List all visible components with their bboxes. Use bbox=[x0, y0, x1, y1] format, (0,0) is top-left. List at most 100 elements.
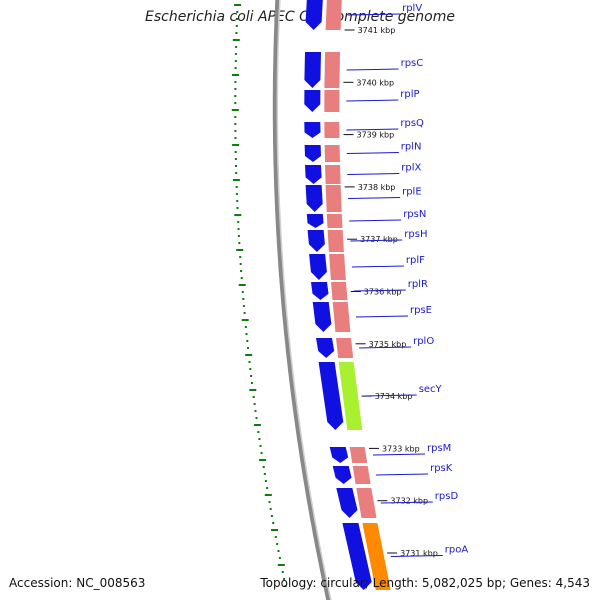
gene-feature-rplE bbox=[325, 185, 342, 212]
gene-feature-rplO bbox=[336, 338, 354, 358]
gene-label-rpsN: rpsN bbox=[403, 209, 426, 220]
gc-skew-segment bbox=[259, 445, 262, 447]
gc-skew-segment bbox=[260, 452, 263, 454]
gene-feature-track bbox=[324, 0, 391, 590]
gc-skew-segment bbox=[234, 123, 237, 125]
gc-skew-segment bbox=[239, 256, 242, 258]
gc-skew-segment bbox=[245, 333, 248, 335]
gene-label-rpoA: rpoA bbox=[445, 545, 469, 556]
gc-skew-segment bbox=[231, 109, 239, 111]
gene-feature-rpsN bbox=[326, 214, 343, 228]
cds-arrow-rplV bbox=[305, 0, 323, 30]
genome-backbone-highlight bbox=[276, 0, 332, 600]
cds-arrow-rpsD bbox=[336, 488, 358, 518]
gc-skew-segment bbox=[236, 18, 238, 20]
gc-skew-segment bbox=[234, 53, 237, 55]
gene-feature-rplN bbox=[324, 145, 340, 162]
label-leader bbox=[346, 128, 399, 131]
label-leader bbox=[347, 173, 400, 175]
gc-skew-segment bbox=[258, 438, 261, 440]
cds-arrow-rpsC bbox=[304, 52, 321, 88]
gc-skew-segment bbox=[232, 144, 240, 146]
accession-label: Accession: NC_008563 bbox=[9, 576, 146, 590]
gc-skew-segment bbox=[236, 200, 239, 202]
map-title: Escherichia coli APEC O1, complete genom… bbox=[145, 9, 455, 25]
gene-label-rplX: rplX bbox=[401, 163, 421, 174]
gc-skew-segment bbox=[237, 228, 240, 230]
gc-skew-segment bbox=[235, 46, 238, 48]
tick-label: 3735 kbp bbox=[369, 340, 407, 349]
gc-skew-segment bbox=[237, 235, 240, 237]
gc-skew-segment bbox=[240, 270, 243, 272]
gc-skew-segment bbox=[235, 186, 238, 188]
tick-label: 3734 kbp bbox=[375, 392, 413, 401]
gene-feature-rplV bbox=[325, 0, 342, 30]
gene-feature-rpsM bbox=[349, 447, 368, 463]
gc-skew-segment bbox=[284, 585, 287, 587]
label-leader bbox=[380, 501, 433, 504]
gc-skew-segment bbox=[253, 403, 256, 405]
gene-label-rpsE: rpsE bbox=[410, 305, 432, 316]
gc-skew-segment bbox=[272, 522, 275, 524]
cds-arrow-rplF bbox=[309, 254, 327, 280]
label-leader bbox=[346, 68, 399, 71]
gc-skew-segment bbox=[264, 494, 272, 496]
gc-skew-segment bbox=[234, 151, 237, 153]
cds-arrow-rplP bbox=[304, 90, 321, 112]
gene-feature-rpsH bbox=[327, 230, 344, 252]
gc-skew-segment bbox=[235, 172, 238, 174]
gc-skew-segment bbox=[278, 557, 281, 559]
gc-skew-segment bbox=[234, 4, 242, 6]
tick-label: 3737 kbp bbox=[360, 235, 398, 244]
gc-skew-segment bbox=[253, 424, 261, 426]
genome-summary: Topology: circular; Length: 5,082,025 bp… bbox=[260, 576, 590, 590]
gc-skew-segment bbox=[250, 382, 253, 384]
gc-skew-segment bbox=[241, 291, 244, 293]
gene-feature-rpsE bbox=[332, 302, 351, 332]
gc-skew-segment bbox=[232, 74, 239, 76]
tick-label: 3741 kbp bbox=[358, 26, 396, 35]
gc-skew-segment bbox=[234, 137, 237, 139]
label-leader bbox=[348, 13, 401, 16]
gc-skew-segment bbox=[246, 340, 249, 342]
gene-label-rpsM: rpsM bbox=[427, 443, 451, 454]
gc-skew-segment bbox=[268, 501, 271, 503]
gene-label-rpsC: rpsC bbox=[401, 58, 424, 69]
cds-arrow-rplR bbox=[311, 282, 329, 300]
gc-skew-segment bbox=[277, 550, 280, 552]
gene-feature-rpsK bbox=[352, 466, 371, 484]
gc-skew-segment bbox=[247, 347, 249, 349]
gene-label-rpsH: rpsH bbox=[404, 229, 427, 240]
gc-skew-segment bbox=[242, 305, 245, 307]
gene-feature-rplR bbox=[331, 282, 348, 300]
gc-skew-segment bbox=[234, 116, 237, 118]
label-leader bbox=[350, 239, 403, 242]
gene-feature-rplX bbox=[325, 165, 341, 184]
cds-arrow-rpsH bbox=[307, 230, 325, 252]
gc-skew-segment bbox=[234, 95, 237, 97]
tick-label: 3738 kbp bbox=[358, 183, 396, 192]
cds-arrow-secY bbox=[318, 362, 344, 430]
gc-skew-segment bbox=[238, 242, 241, 244]
gc-skew-segment bbox=[277, 564, 285, 566]
gene-label-rplR: rplR bbox=[408, 279, 428, 290]
gc-skew-segment bbox=[234, 158, 237, 160]
gc-skew-segment bbox=[241, 319, 249, 321]
gc-skew-segment bbox=[232, 179, 240, 181]
gc-skew-segment bbox=[269, 508, 272, 510]
gc-skew-segment bbox=[234, 81, 237, 83]
gc-skew-segment bbox=[237, 221, 240, 223]
gene-label-rpsD: rpsD bbox=[435, 491, 459, 502]
cds-arrow-rplX bbox=[305, 165, 322, 184]
gc-skew-segment bbox=[234, 214, 242, 216]
cds-arrow-rplN bbox=[304, 145, 321, 162]
gc-skew-segment bbox=[255, 417, 258, 419]
cds-arrow-rpsE bbox=[312, 302, 332, 332]
label-leader bbox=[349, 219, 402, 222]
gc-skew-segment bbox=[232, 39, 240, 41]
gc-skew-segment bbox=[234, 102, 237, 104]
gene-label-secY: secY bbox=[419, 384, 443, 395]
label-leader bbox=[353, 289, 406, 292]
gc-skew-segment bbox=[263, 473, 266, 475]
gc-skew-segment bbox=[235, 25, 238, 27]
